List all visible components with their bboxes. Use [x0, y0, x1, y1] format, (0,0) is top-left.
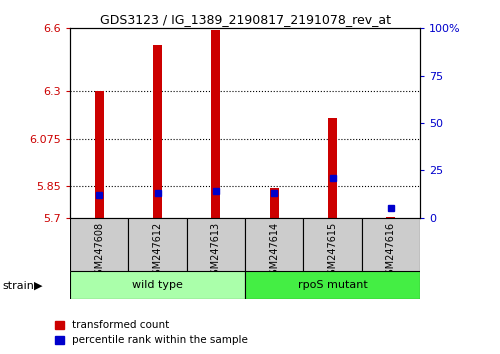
Title: GDS3123 / IG_1389_2190817_2191078_rev_at: GDS3123 / IG_1389_2190817_2191078_rev_at	[100, 13, 391, 26]
Bar	[270, 188, 278, 218]
Bar	[245, 218, 304, 271]
Bar	[153, 45, 162, 218]
Text: GSM247614: GSM247614	[269, 222, 279, 281]
Text: ▶: ▶	[34, 281, 42, 291]
Bar	[362, 218, 420, 271]
Bar	[212, 30, 220, 218]
Text: GSM247615: GSM247615	[328, 222, 338, 281]
Bar	[95, 91, 104, 218]
Bar	[386, 217, 395, 218]
Text: GSM247616: GSM247616	[386, 222, 396, 281]
Bar	[70, 271, 245, 299]
Text: GSM247612: GSM247612	[152, 222, 162, 281]
Bar	[304, 218, 362, 271]
Text: strain: strain	[2, 281, 34, 291]
Text: wild type: wild type	[132, 280, 183, 290]
Bar	[128, 218, 186, 271]
Text: GSM247613: GSM247613	[211, 222, 221, 281]
Bar	[70, 218, 128, 271]
Bar	[328, 118, 337, 218]
Bar	[245, 271, 420, 299]
Bar	[186, 218, 245, 271]
Text: GSM247608: GSM247608	[94, 222, 104, 281]
Text: rpoS mutant: rpoS mutant	[298, 280, 368, 290]
Legend: transformed count, percentile rank within the sample: transformed count, percentile rank withi…	[55, 320, 248, 346]
